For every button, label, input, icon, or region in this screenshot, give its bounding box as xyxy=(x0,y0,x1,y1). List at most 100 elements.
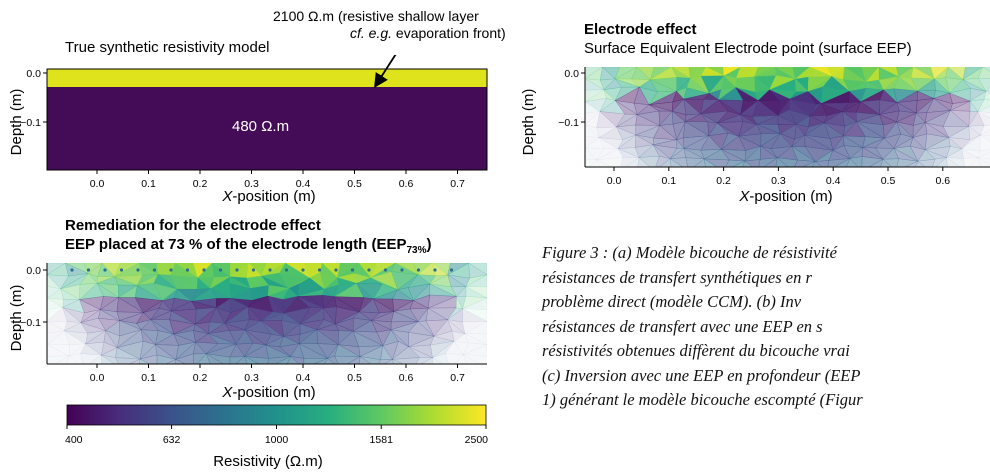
mesh-cell xyxy=(464,333,487,345)
mesh-cell xyxy=(948,87,971,102)
mesh-cell xyxy=(616,126,637,140)
mesh-cell xyxy=(465,274,487,287)
mesh-cell xyxy=(896,121,914,138)
electrode-marker xyxy=(235,268,239,272)
mesh-cell xyxy=(924,109,951,127)
mesh-cell xyxy=(62,307,85,323)
mesh-cell xyxy=(982,67,990,73)
mesh-cell xyxy=(977,99,990,112)
mesh-cell xyxy=(408,321,435,337)
mesh-cell xyxy=(585,124,600,138)
mesh-cell xyxy=(100,347,118,358)
mesh-cell xyxy=(429,274,452,288)
mesh-cell xyxy=(868,158,884,167)
mesh-cell xyxy=(614,86,640,101)
mesh-cell xyxy=(408,346,433,358)
mesh-cell xyxy=(962,67,983,80)
mesh-cell xyxy=(917,158,936,167)
electrode-marker xyxy=(70,268,74,272)
mesh-cell xyxy=(430,335,455,346)
mesh-cell xyxy=(977,111,990,120)
mesh-cell xyxy=(463,344,487,357)
caption-line: problème direct (modèle CCM). (b) Inv xyxy=(542,292,802,311)
mesh-cell xyxy=(62,299,85,314)
mesh-cell xyxy=(615,100,638,116)
mesh-cell xyxy=(693,158,706,167)
mesh-cell xyxy=(79,282,98,300)
mesh-cell xyxy=(968,125,985,136)
mesh-cell xyxy=(98,317,121,331)
mesh-cell xyxy=(101,341,118,356)
electrode-marker xyxy=(284,268,289,272)
mesh-cell xyxy=(116,340,144,360)
mesh-cell xyxy=(585,111,601,126)
mesh-cell xyxy=(948,136,963,150)
mesh-cell xyxy=(64,330,87,345)
electrode-marker xyxy=(86,268,91,272)
electrode-marker xyxy=(350,268,355,272)
mesh-cell xyxy=(603,86,623,101)
mesh-cell xyxy=(462,308,487,323)
colorbar-tick-label: 400 xyxy=(65,434,83,446)
mesh-cell xyxy=(47,286,62,299)
mesh-cell xyxy=(391,346,421,360)
layer-annotation-line2: cf. e.g. evaporation front) xyxy=(350,25,506,41)
mesh-cell xyxy=(977,110,990,126)
mesh-cell xyxy=(428,296,457,309)
mesh-cell xyxy=(462,321,487,335)
mesh-cell xyxy=(115,347,141,360)
mesh-cell xyxy=(585,110,601,129)
mesh-cell xyxy=(925,146,951,158)
panel-c-yticks: 0.0 −0.1 xyxy=(20,265,47,329)
mesh-cell xyxy=(882,148,899,160)
x-tick-label: 0.0 xyxy=(90,372,105,384)
y-tick-label: −0.1 xyxy=(20,117,41,129)
electrode-marker xyxy=(317,268,322,272)
mesh-cell xyxy=(670,148,685,159)
mesh-cell xyxy=(638,155,660,167)
mesh-cell xyxy=(949,92,971,104)
y-tick-label: 0.0 xyxy=(564,68,579,80)
mesh-cell xyxy=(66,355,80,364)
mesh-cell xyxy=(462,296,487,310)
mesh-cell xyxy=(946,146,963,158)
mesh-cell xyxy=(585,136,600,149)
mesh-cell xyxy=(917,149,936,162)
mesh-cell xyxy=(659,158,672,167)
mesh-cell xyxy=(669,157,689,167)
mesh-cell xyxy=(47,321,68,332)
electrode-marker xyxy=(136,268,140,272)
mesh-cell xyxy=(446,319,466,335)
mesh-cell xyxy=(447,307,464,320)
x-tick-label: 0.4 xyxy=(296,178,311,190)
mesh-cell xyxy=(599,111,626,128)
mesh-cell xyxy=(635,134,654,146)
mesh-cell xyxy=(925,122,950,139)
mesh-cell xyxy=(969,100,979,112)
mesh-cell xyxy=(925,137,951,150)
mesh-cell xyxy=(945,157,965,167)
x-tick-label: 0.0 xyxy=(607,175,622,187)
mesh-cell xyxy=(595,159,612,167)
mesh-cell xyxy=(969,90,987,102)
electrode-marker xyxy=(400,268,404,272)
mesh-cell xyxy=(358,356,372,364)
deep-layer-label: 480 Ω.m xyxy=(232,118,289,135)
panel-c-title-line1: Remediation for the electrode effect xyxy=(65,217,321,234)
mesh-cell xyxy=(370,319,392,333)
x-tick-label: 0.6 xyxy=(935,175,950,187)
panel-b-yticks: 0.0 −0.1 xyxy=(558,68,585,129)
mesh-cell xyxy=(430,341,455,358)
caption-line: résistances de transfert synthétiques en… xyxy=(542,267,812,287)
panel-b-plot: Depth (m) 0.0 −0.1 0.0 0.1 0.2 0.3 0.4 0.5 0.6… xyxy=(520,67,990,205)
panel-a-yticks: 0.0 −0.1 xyxy=(20,68,47,129)
mesh-cell xyxy=(603,89,616,101)
mesh-cell xyxy=(53,355,70,364)
mesh-cell xyxy=(382,329,399,346)
layer-annotation-line1: 2100 Ω.m (resistive shallow layer xyxy=(273,8,479,24)
mesh-cell xyxy=(390,329,409,348)
mesh-cell xyxy=(979,129,990,136)
mesh-cell xyxy=(896,158,919,167)
mesh-cell xyxy=(425,307,449,322)
x-tick-label: 0.3 xyxy=(771,175,786,187)
